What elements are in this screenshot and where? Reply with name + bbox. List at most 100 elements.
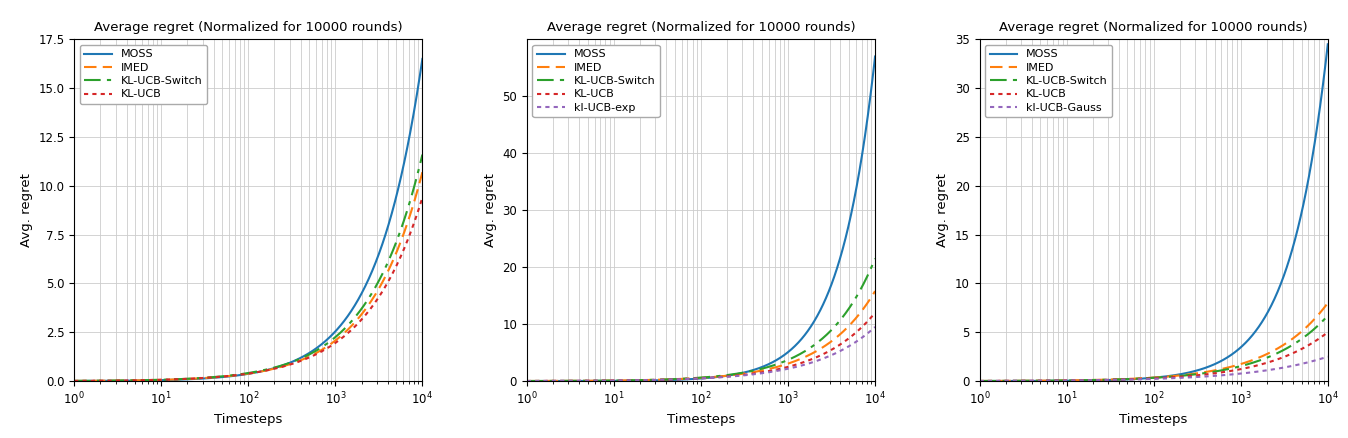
MOSS bbox=[790, 340, 806, 345]
kl-UCB-exp bbox=[673, 377, 689, 382]
IMED bbox=[972, 378, 988, 384]
KL-UCB-Switch bbox=[101, 378, 117, 383]
KL-UCB-Switch bbox=[519, 378, 535, 384]
KL-UCB bbox=[305, 353, 321, 358]
KL-UCB-Switch bbox=[1007, 378, 1023, 384]
KL-UCB-Switch bbox=[337, 325, 353, 330]
IMED bbox=[337, 329, 353, 334]
kl-UCB-exp bbox=[867, 324, 883, 329]
KL-UCB-Switch bbox=[659, 377, 675, 382]
IMED bbox=[220, 374, 236, 379]
KL-UCB-Switch bbox=[414, 152, 430, 157]
IMED bbox=[659, 377, 675, 382]
KL-UCB-Switch bbox=[206, 374, 222, 380]
KL-UCB-Switch bbox=[220, 373, 236, 378]
IMED bbox=[797, 354, 813, 360]
MOSS bbox=[1320, 42, 1336, 47]
IMED bbox=[101, 378, 117, 383]
Line: IMED: IMED bbox=[74, 172, 422, 381]
MOSS bbox=[66, 378, 82, 384]
MOSS bbox=[554, 378, 570, 384]
KL-UCB-Switch bbox=[972, 378, 988, 384]
kl-UCB-exp bbox=[659, 377, 675, 382]
Legend: MOSS, IMED, KL-UCB-Switch, KL-UCB: MOSS, IMED, KL-UCB-Switch, KL-UCB bbox=[80, 45, 208, 104]
KL-UCB bbox=[344, 327, 360, 332]
IMED bbox=[758, 367, 774, 372]
KL-UCB bbox=[1124, 377, 1140, 382]
Line: kl-UCB-Gauss: kl-UCB-Gauss bbox=[980, 357, 1328, 381]
MOSS bbox=[797, 332, 813, 338]
KL-UCB-Switch bbox=[1211, 368, 1227, 374]
Line: MOSS: MOSS bbox=[980, 44, 1328, 381]
MOSS bbox=[673, 377, 689, 382]
MOSS bbox=[305, 348, 321, 353]
KL-UCB-Switch bbox=[554, 378, 570, 384]
Y-axis label: Avg. regret: Avg. regret bbox=[484, 173, 496, 247]
MOSS bbox=[758, 363, 774, 368]
KL-UCB bbox=[797, 359, 813, 364]
Title: Average regret (Normalized for 10000 rounds): Average regret (Normalized for 10000 rou… bbox=[94, 21, 403, 34]
KL-UCB bbox=[519, 378, 535, 384]
KL-UCB-Switch bbox=[66, 378, 82, 384]
KL-UCB bbox=[206, 374, 222, 380]
kl-UCB-exp bbox=[797, 362, 813, 367]
IMED bbox=[66, 378, 82, 384]
IMED bbox=[867, 289, 883, 294]
KL-UCB bbox=[659, 377, 675, 382]
MOSS bbox=[1250, 326, 1266, 332]
Line: KL-UCB-Switch: KL-UCB-Switch bbox=[74, 155, 422, 381]
KL-UCB bbox=[414, 195, 430, 200]
KL-UCB-Switch bbox=[673, 376, 689, 381]
IMED bbox=[1112, 377, 1128, 382]
kl-UCB-exp bbox=[758, 370, 774, 375]
IMED bbox=[414, 170, 430, 175]
KL-UCB-Switch bbox=[758, 365, 774, 370]
Y-axis label: Avg. regret: Avg. regret bbox=[20, 173, 32, 247]
kl-UCB-Gauss bbox=[1112, 377, 1128, 382]
KL-UCB-Switch bbox=[1243, 360, 1259, 366]
MOSS bbox=[1211, 360, 1227, 365]
kl-UCB-Gauss bbox=[1007, 378, 1023, 383]
Line: MOSS: MOSS bbox=[74, 59, 422, 381]
KL-UCB bbox=[1007, 378, 1023, 384]
KL-UCB bbox=[1112, 377, 1128, 382]
IMED bbox=[1211, 367, 1227, 372]
KL-UCB-Switch bbox=[867, 256, 883, 261]
X-axis label: Timesteps: Timesteps bbox=[667, 413, 735, 426]
KL-UCB-Switch bbox=[1250, 359, 1266, 364]
MOSS bbox=[220, 374, 236, 379]
MOSS bbox=[972, 378, 988, 384]
X-axis label: Timesteps: Timesteps bbox=[214, 413, 283, 426]
IMED bbox=[1320, 300, 1336, 306]
KL-UCB-Switch bbox=[1124, 376, 1140, 381]
Line: IMED: IMED bbox=[980, 303, 1328, 381]
KL-UCB-Switch bbox=[305, 350, 321, 355]
kl-UCB-Gauss bbox=[972, 378, 988, 384]
kl-UCB-Gauss bbox=[1250, 369, 1266, 374]
KL-UCB bbox=[758, 369, 774, 374]
kl-UCB-exp bbox=[519, 378, 535, 384]
Line: KL-UCB: KL-UCB bbox=[74, 198, 422, 381]
kl-UCB-Gauss bbox=[1320, 354, 1336, 359]
KL-UCB bbox=[673, 377, 689, 382]
kl-UCB-Gauss bbox=[1243, 370, 1259, 375]
MOSS bbox=[344, 307, 360, 312]
KL-UCB bbox=[101, 378, 117, 383]
MOSS bbox=[1243, 334, 1259, 339]
KL-UCB bbox=[1243, 364, 1259, 370]
IMED bbox=[1243, 358, 1259, 363]
Legend: MOSS, IMED, KL-UCB-Switch, KL-UCB, kl-UCB-exp: MOSS, IMED, KL-UCB-Switch, KL-UCB, kl-UC… bbox=[532, 45, 659, 117]
Line: KL-UCB: KL-UCB bbox=[527, 313, 875, 381]
KL-UCB bbox=[1250, 363, 1266, 368]
IMED bbox=[206, 374, 222, 380]
Line: KL-UCB: KL-UCB bbox=[980, 332, 1328, 381]
MOSS bbox=[206, 375, 222, 380]
MOSS bbox=[867, 54, 883, 59]
kl-UCB-exp bbox=[790, 364, 806, 369]
IMED bbox=[1124, 376, 1140, 381]
MOSS bbox=[101, 378, 117, 383]
IMED bbox=[519, 378, 535, 384]
MOSS bbox=[659, 378, 675, 383]
kl-UCB-Gauss bbox=[1211, 373, 1227, 378]
MOSS bbox=[519, 378, 535, 384]
